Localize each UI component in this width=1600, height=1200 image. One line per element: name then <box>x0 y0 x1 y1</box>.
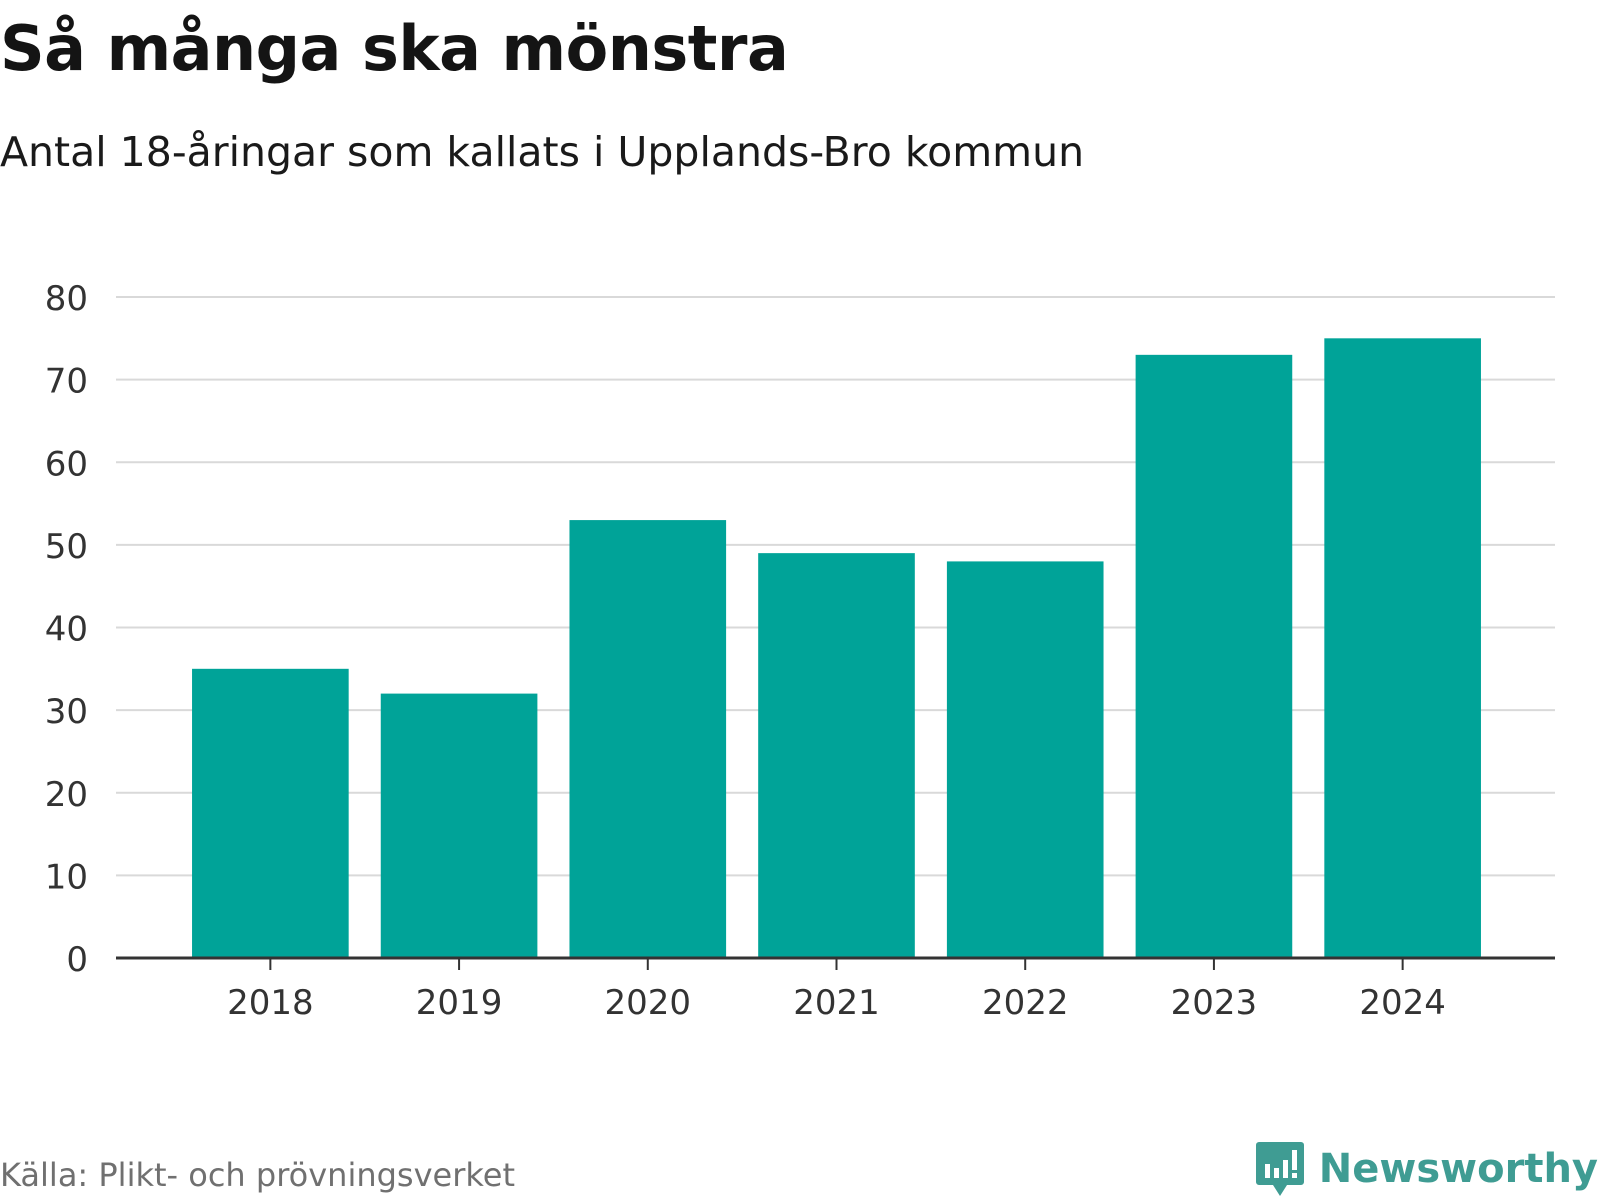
brand-name: Newsworthy <box>1318 1146 1598 1192</box>
x-tick-label: 2022 <box>982 983 1069 1023</box>
y-tick-label: 0 <box>66 940 88 980</box>
bar-2018 <box>192 668 349 958</box>
y-tick-label: 60 <box>45 444 88 484</box>
y-tick-label: 70 <box>45 362 88 402</box>
x-tick-label: 2020 <box>605 983 692 1023</box>
y-tick-label: 40 <box>45 610 88 650</box>
bar-2020 <box>569 520 727 958</box>
brand-logo: Newsworthy <box>1255 1140 1598 1198</box>
newsworthy-logo-icon <box>1255 1142 1304 1196</box>
x-tick-label: 2024 <box>1359 983 1446 1023</box>
x-tick-label: 2023 <box>1171 983 1258 1023</box>
bar-chart: 0 10 20 30 40 50 60 70 80 2018 2019 2020 2021 2022 202… <box>45 279 1555 1023</box>
chart-title: Så många ska mönstra <box>0 12 789 85</box>
bar-2023 <box>1135 354 1293 958</box>
y-tick-label: 10 <box>45 857 88 897</box>
bar-2022 <box>946 561 1104 958</box>
x-tick-label: 2018 <box>227 983 314 1023</box>
y-tick-label: 20 <box>45 775 88 815</box>
chart-subtitle: Antal 18-åringar som kallats i Upplands-… <box>0 128 1085 176</box>
y-tick-label: 30 <box>45 692 88 732</box>
x-tick-label: 2021 <box>793 983 880 1023</box>
bar-2021 <box>758 553 915 958</box>
y-tick-label: 50 <box>45 527 88 567</box>
bar-2024 <box>1324 338 1481 958</box>
source-note: Källa: Plikt- och prövningsverket <box>0 1156 515 1194</box>
y-tick-label: 80 <box>45 279 88 319</box>
bar-2019 <box>380 693 538 958</box>
x-tick-label: 2019 <box>416 983 503 1023</box>
